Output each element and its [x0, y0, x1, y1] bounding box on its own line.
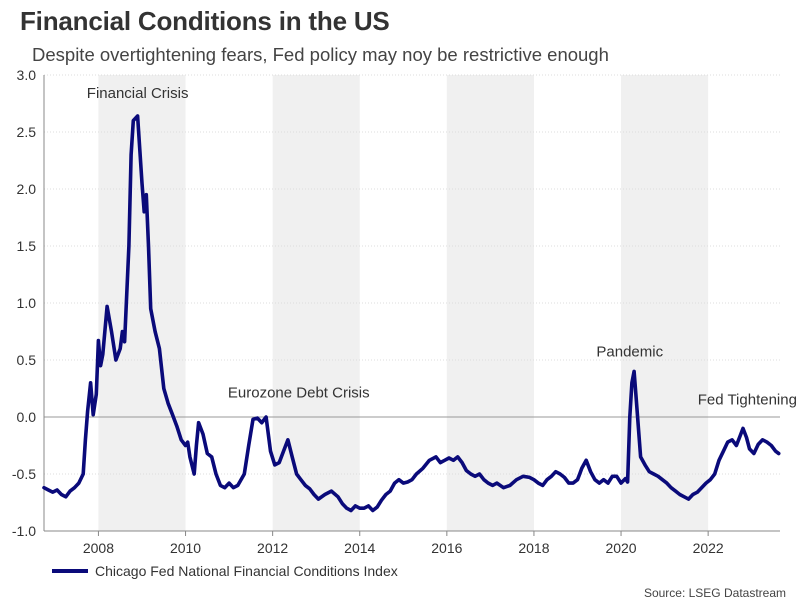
y-tick-label: 1.0: [17, 295, 37, 311]
y-tick-label: 2.5: [17, 124, 37, 140]
source-note: Source: LSEG Datastream: [643, 586, 786, 600]
chart-subtitle: Despite overtightening fears, Fed policy…: [32, 44, 609, 65]
legend: Chicago Fed National Financial Condition…: [52, 563, 398, 579]
annotation-label: Financial Crisis: [87, 85, 189, 102]
chart-title: Financial Conditions in the US: [20, 6, 390, 36]
x-tick-label: 2008: [83, 540, 114, 556]
y-tick-label: 2.0: [17, 181, 37, 197]
y-tick-label: -1.0: [12, 523, 36, 539]
annotation-label: Pandemic: [596, 344, 663, 361]
y-tick-label: 0.0: [17, 409, 37, 425]
x-tick-label: 2012: [257, 540, 288, 556]
x-tick-label: 2020: [605, 540, 636, 556]
series-line-0: [42, 114, 781, 513]
legend-swatch: [52, 569, 88, 573]
y-tick-label: 3.0: [17, 67, 37, 83]
x-tick-label: 2016: [431, 540, 462, 556]
annotation-label: Eurozone Debt Crisis: [228, 385, 370, 402]
x-tick-label: 2022: [693, 540, 724, 556]
x-tick-label: 2010: [170, 540, 201, 556]
x-tick-label: 2018: [518, 540, 549, 556]
y-tick-label: -0.5: [12, 466, 36, 482]
shaded-band-0: [98, 75, 186, 531]
y-tick-label: 0.5: [17, 352, 37, 368]
y-tick-label: 1.5: [17, 238, 37, 254]
annotation-label: Fed Tightening: [698, 391, 797, 408]
x-tick-label: 2014: [344, 540, 375, 556]
shaded-band-1: [272, 75, 360, 531]
legend-label: Chicago Fed National Financial Condition…: [95, 563, 398, 579]
